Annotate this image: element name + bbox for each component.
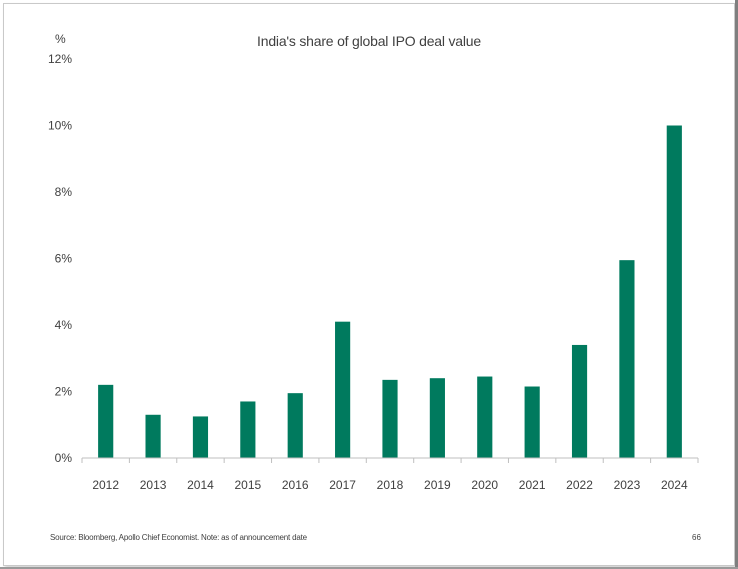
bar-2020 (477, 376, 493, 458)
x-tick-label: 2021 (519, 478, 546, 492)
y-tick-label: 4% (55, 318, 73, 332)
x-tick-label: 2018 (377, 478, 404, 492)
x-tick-label: 2016 (282, 478, 309, 492)
x-tick-label: 2013 (140, 478, 167, 492)
x-tick-label: 2012 (92, 478, 119, 492)
x-tick-marks (81, 458, 699, 463)
y-tick-label: 8% (55, 185, 73, 199)
bars (98, 125, 682, 458)
y-tick-label: 0% (55, 451, 73, 465)
y-tick-label: 6% (55, 252, 73, 266)
page-number: 66 (692, 533, 701, 542)
bar-2013 (145, 414, 161, 458)
x-tick-label: 2019 (424, 478, 451, 492)
y-tick-label: 10% (48, 119, 72, 133)
x-tick-label: 2017 (329, 478, 356, 492)
x-tick-label: 2020 (471, 478, 498, 492)
bar-2017 (335, 321, 351, 458)
y-tick-labels: 0% 2% 4% 6% 8% 10% 12% (48, 52, 72, 465)
source-footnote: Source: Bloomberg, Apollo Chief Economis… (50, 533, 307, 542)
bar-2015 (240, 401, 256, 458)
window-edge-right (735, 0, 738, 569)
x-tick-label: 2023 (614, 478, 641, 492)
bar-2024 (666, 125, 682, 458)
x-tick-label: 2022 (566, 478, 593, 492)
bar-2012 (98, 384, 114, 458)
bar-2018 (382, 379, 398, 458)
x-tick-label: 2014 (187, 478, 214, 492)
y-tick-label: 2% (55, 385, 73, 399)
y-tick-label: 12% (48, 52, 72, 66)
bar-2019 (429, 378, 445, 458)
x-tick-label: 2024 (661, 478, 688, 492)
bar-2023 (619, 260, 635, 458)
bar-2022 (571, 344, 588, 458)
y-axis-unit-label: % (55, 32, 66, 46)
bar-2014 (192, 416, 209, 458)
slide-frame (3, 3, 735, 566)
chart-title: India's share of global IPO deal value (257, 33, 481, 49)
bar-2016 (287, 393, 303, 458)
bar-2021 (524, 386, 540, 458)
window-edge-bottom (0, 567, 738, 569)
x-tick-label: 2015 (234, 478, 261, 492)
x-tick-labels: 2012 2013 2014 2015 2016 2017 2018 2019 2020 2021… (92, 478, 688, 492)
